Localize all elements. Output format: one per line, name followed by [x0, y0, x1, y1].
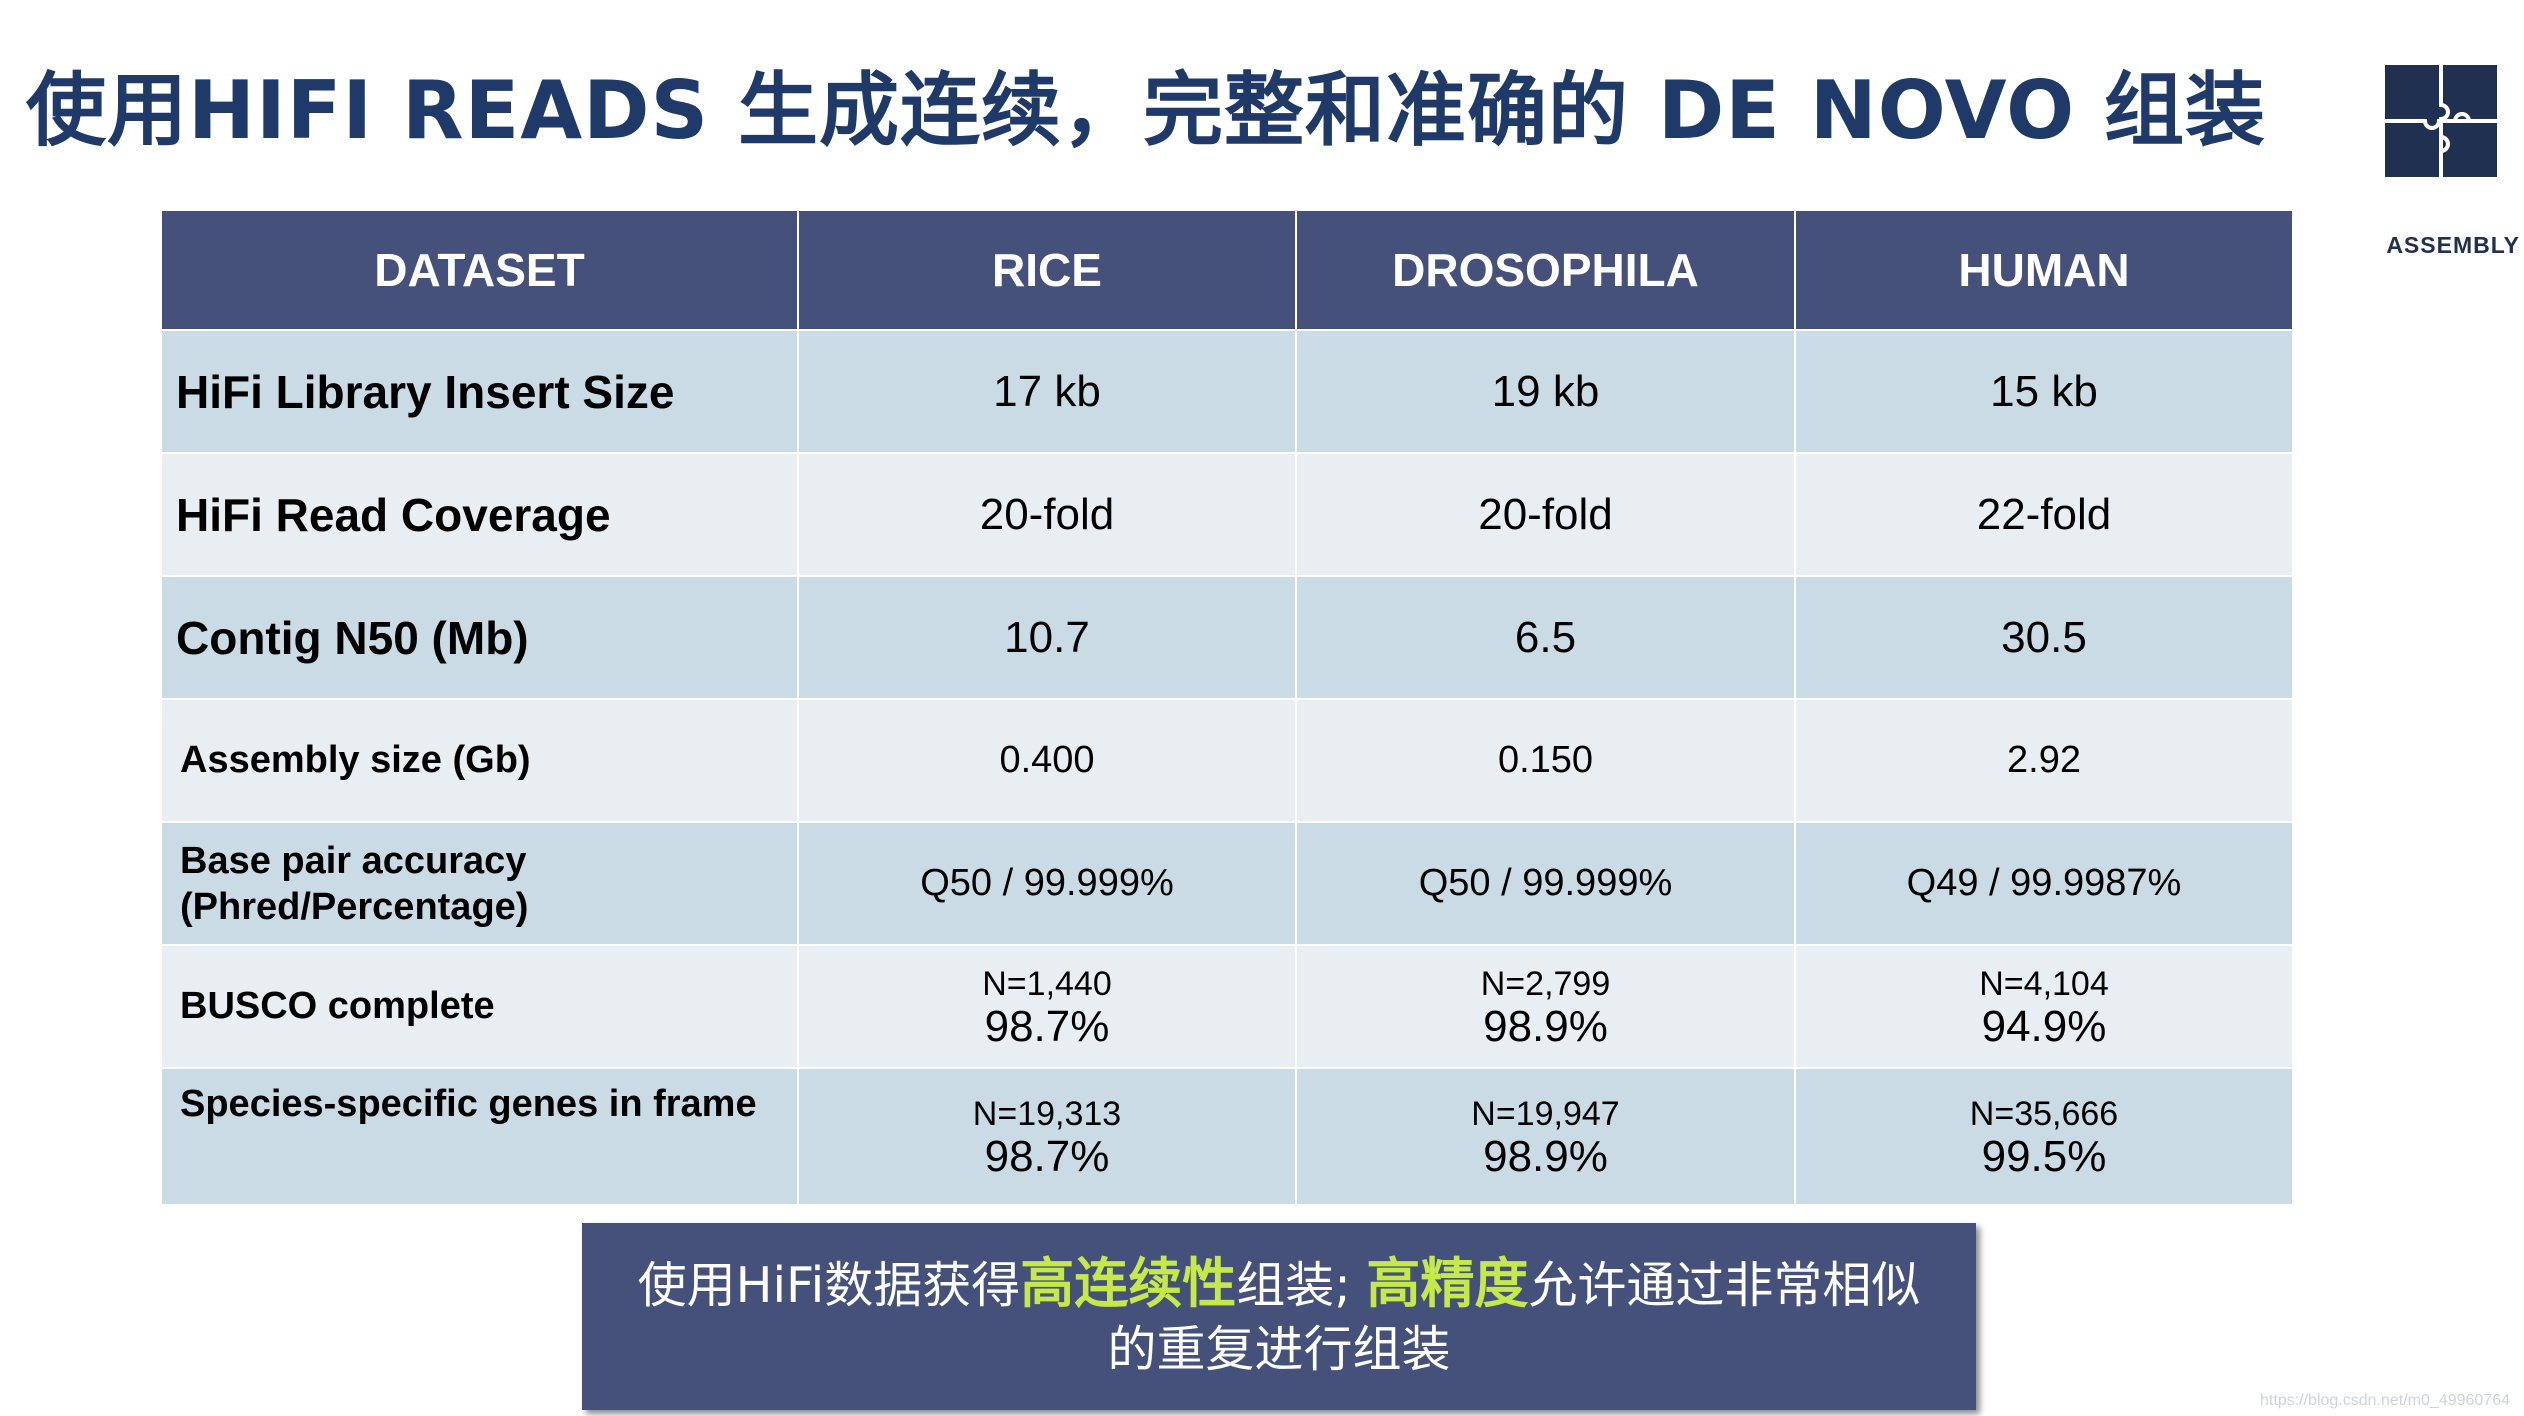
table-cell: 0.400 [797, 698, 1297, 823]
callout-line-2: 的重复进行组装 [1107, 1321, 1451, 1378]
row-label: HiFi Read Coverage [160, 452, 799, 577]
percentage: 98.9% [1483, 1131, 1608, 1181]
sample-count: N=2,799 [1480, 964, 1611, 1003]
row-label: Species-specific genes in frame [160, 1067, 799, 1206]
row-label: BUSCO complete [160, 944, 799, 1069]
assembly-label: ASSEMBLY [2386, 232, 2520, 258]
callout-text: 组装; [1236, 1257, 1367, 1314]
row-label: HiFi Library Insert Size [160, 329, 799, 454]
callout-highlight: 高连续性 [1020, 1252, 1237, 1315]
table-row: BUSCO complete N=1,440 98.7% N=2,799 98.… [160, 944, 2294, 1069]
row-label-line: Base pair accuracy [180, 839, 527, 882]
header-rice: RICE [797, 209, 1297, 331]
sample-count: N=4,104 [1979, 964, 2109, 1003]
row-label: Contig N50 (Mb) [160, 575, 799, 700]
percentage: 98.7% [984, 1001, 1110, 1051]
table-cell: 30.5 [1794, 575, 2294, 700]
table-row: Species-specific genes in frame N=19,313… [160, 1067, 2294, 1206]
sample-count: N=35,666 [1969, 1094, 2119, 1133]
table-cell: Q49 / 99.9987% [1794, 821, 2294, 946]
table-row: Assembly size (Gb) 0.400 0.150 2.92 [160, 698, 2294, 823]
assembly-stats-table: DATASET RICE DROSOPHILA HUMAN HiFi Libra… [160, 209, 2294, 1206]
header-drosophila: DROSOPHILA [1295, 209, 1796, 331]
callout-text: 允许通过非常相似 [1528, 1257, 1921, 1314]
callout-highlight: 高精度 [1366, 1252, 1529, 1315]
watermark: https://blog.csdn.net/m0_49960764 [2260, 1392, 2510, 1409]
row-label: Assembly size (Gb) [160, 698, 799, 823]
table-cell: N=4,104 94.9% [1794, 944, 2294, 1069]
table-cell: 19 kb [1295, 329, 1796, 454]
row-label-line: (Phred/Percentage) [180, 885, 529, 928]
table-cell: N=19,313 98.7% [797, 1067, 1297, 1206]
table-cell: 6.5 [1295, 575, 1796, 700]
table-cell: N=2,799 98.9% [1295, 944, 1796, 1069]
table-header-row: DATASET RICE DROSOPHILA HUMAN [160, 209, 2294, 331]
table-cell: N=19,947 98.9% [1295, 1067, 1796, 1206]
percentage: 98.7% [984, 1131, 1110, 1181]
table-cell: 17 kb [797, 329, 1297, 454]
puzzle-icon [2385, 65, 2497, 177]
table-cell: 2.92 [1794, 698, 2294, 823]
percentage: 94.9% [1981, 1001, 2107, 1051]
table-row: HiFi Read Coverage 20-fold 20-fold 22-fo… [160, 452, 2294, 577]
table-cell: 22-fold [1794, 452, 2294, 577]
sample-count: N=19,947 [1471, 1094, 1620, 1133]
table-cell: 10.7 [797, 575, 1297, 700]
table-cell: Q50 / 99.999% [1295, 821, 1796, 946]
table-cell: 15 kb [1794, 329, 2294, 454]
sample-count: N=1,440 [982, 964, 1112, 1003]
summary-callout: 使用HiFi数据获得高连续性组装; 高精度允许通过非常相似 的重复进行组装 [582, 1223, 1976, 1410]
table-cell: N=35,666 99.5% [1794, 1067, 2294, 1206]
table-row: HiFi Library Insert Size 17 kb 19 kb 15 … [160, 329, 2294, 454]
table-cell: 20-fold [1295, 452, 1796, 577]
callout-line-1: 使用HiFi数据获得高连续性组装; 高精度允许通过非常相似 [582, 1252, 1976, 1318]
table-cell: 0.150 [1295, 698, 1796, 823]
slide-title: 使用HIFI READS 生成连续，完整和准确的 DE NOVO 组装 [26, 64, 2266, 157]
table-cell: N=1,440 98.7% [797, 944, 1297, 1069]
header-human: HUMAN [1794, 209, 2294, 331]
table-cell: Q50 / 99.999% [797, 821, 1297, 946]
sample-count: N=19,313 [972, 1094, 1122, 1133]
table-row: Base pair accuracy (Phred/Percentage) Q5… [160, 821, 2294, 946]
row-label: Base pair accuracy (Phred/Percentage) [160, 821, 799, 946]
percentage: 98.9% [1483, 1001, 1608, 1051]
table-cell: 20-fold [797, 452, 1297, 577]
callout-text: 使用HiFi数据获得 [637, 1257, 1021, 1314]
table-row: Contig N50 (Mb) 10.7 6.5 30.5 [160, 575, 2294, 700]
header-dataset: DATASET [160, 209, 799, 331]
percentage: 99.5% [1981, 1131, 2107, 1181]
